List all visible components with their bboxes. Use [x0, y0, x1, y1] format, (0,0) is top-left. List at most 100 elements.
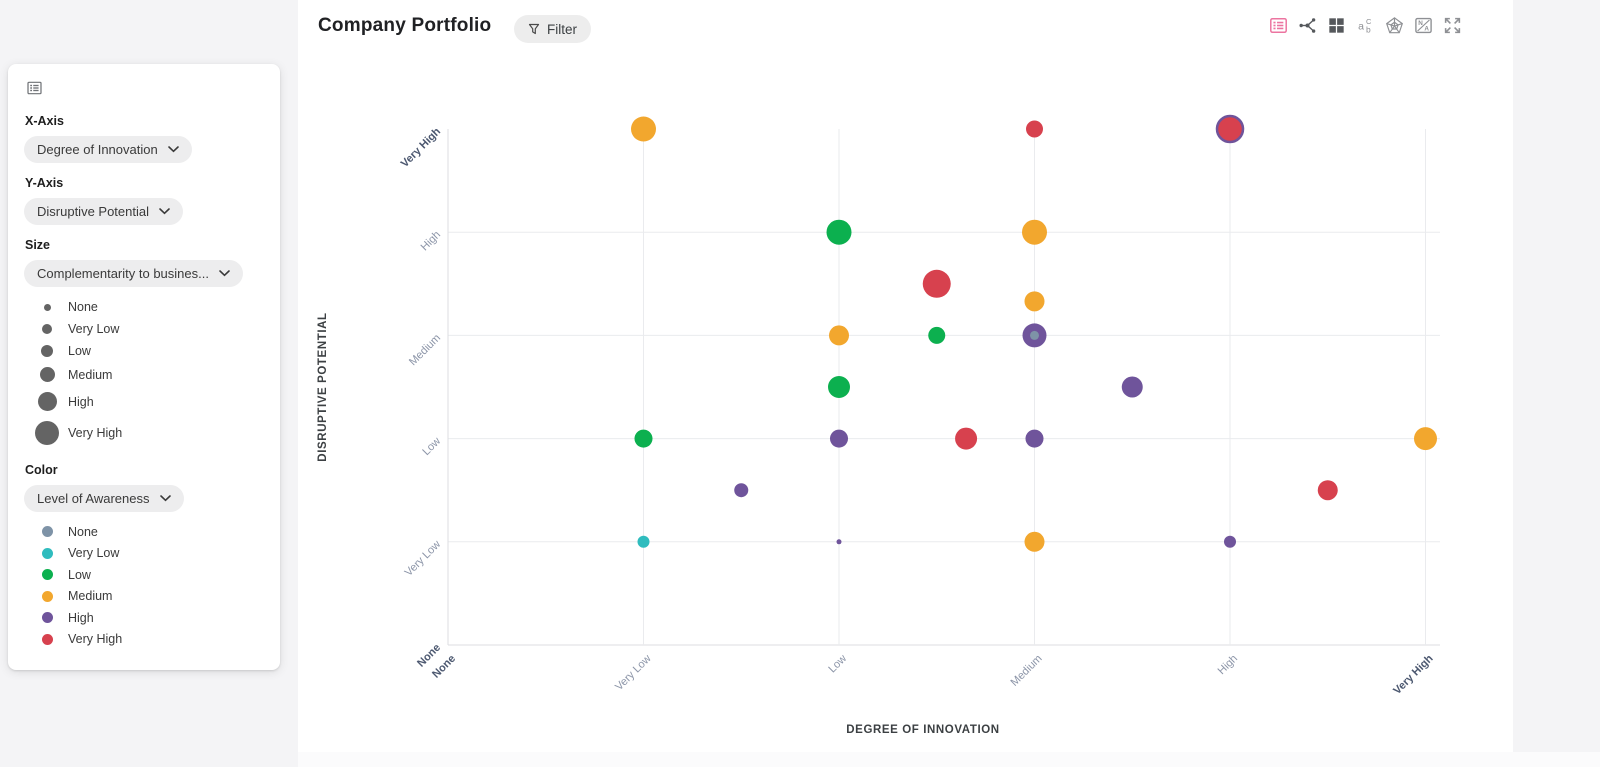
bubble-point[interactable]: [637, 535, 650, 548]
labels-toggle-icon[interactable]: a C b: [1355, 15, 1375, 35]
matrix-settings-icon: [26, 80, 264, 101]
size-legend-item: High: [34, 387, 264, 416]
color-section-label: Color: [25, 463, 58, 477]
y-axis-title: DISRUPTIVE POTENTIAL: [317, 312, 329, 461]
bubble-point[interactable]: [1024, 291, 1045, 312]
size-legend-label: Very Low: [68, 322, 120, 336]
bubble-point[interactable]: [1030, 330, 1039, 340]
x-tick-label: Very High: [1391, 652, 1436, 697]
color-dot: [41, 526, 53, 538]
color-legend-item: None: [34, 521, 264, 543]
color-legend-item: Low: [34, 564, 264, 586]
bubble-point[interactable]: [928, 326, 946, 344]
size-legend-item: Very Low: [34, 318, 264, 340]
y-axis-select-value: Disruptive Potential: [37, 204, 149, 219]
color-legend-item: Very High: [34, 629, 264, 651]
bubble-point[interactable]: [734, 483, 749, 498]
svg-text:b: b: [1366, 24, 1371, 34]
y-tick-label: Very High: [399, 125, 444, 170]
size-legend-label: Very High: [68, 426, 123, 440]
bubble-point[interactable]: [1022, 219, 1047, 245]
relation-network-view-icon[interactable]: [1297, 15, 1317, 35]
bubble-point[interactable]: [830, 429, 848, 448]
x-tick-label: Medium: [1008, 653, 1044, 689]
size-select-value: Complementarity to busines...: [37, 266, 209, 281]
y-tick-label: High: [419, 229, 443, 253]
color-select-value: Level of Awareness: [37, 491, 150, 506]
size-legend-item: None: [34, 296, 264, 318]
y-tick-label: Medium: [407, 332, 443, 368]
color-legend-label: Low: [68, 567, 91, 582]
funnel-icon: [528, 23, 540, 35]
color-dot: [41, 590, 53, 602]
x-axis-section-label: X-Axis: [25, 114, 64, 128]
chevron-down-icon: [159, 495, 171, 502]
color-legend-item: Medium: [34, 586, 264, 608]
size-select[interactable]: Complementarity to busines...: [24, 260, 243, 287]
filter-button-label: Filter: [547, 21, 577, 37]
bubble-point[interactable]: [955, 427, 978, 450]
bubble-point[interactable]: [922, 269, 951, 298]
size-legend-label: Medium: [68, 367, 113, 382]
size-dot: [43, 303, 51, 311]
x-axis-select-value: Degree of Innovation: [37, 142, 158, 157]
bubble-point[interactable]: [1317, 480, 1338, 501]
x-axis-select[interactable]: Degree of Innovation: [24, 136, 192, 163]
color-select[interactable]: Level of Awareness: [24, 485, 184, 512]
color-dot: [41, 612, 53, 624]
svg-text:a: a: [1358, 20, 1364, 32]
svg-text:A: A: [1424, 25, 1429, 32]
size-dot: [42, 324, 52, 334]
size-legend-label: High: [68, 394, 94, 409]
y-axis-select[interactable]: Disruptive Potential: [24, 198, 183, 225]
bubble-point[interactable]: [828, 376, 850, 398]
bubble-point[interactable]: [836, 539, 842, 545]
chart-config-panel: X-Axis Degree of Innovation Y-Axis Disru…: [8, 64, 280, 670]
grid-view-icon[interactable]: [1326, 15, 1346, 35]
page-title: Company Portfolio: [318, 15, 492, 36]
size-legend: None Very Low Low Medium High Very High: [24, 296, 264, 450]
x-tick-label: Low: [826, 653, 849, 676]
size-legend-item: Medium: [34, 362, 264, 387]
bubble-point[interactable]: [1215, 114, 1245, 144]
size-legend-label: Low: [68, 344, 91, 358]
bottom-strip: [298, 752, 1600, 767]
matrix-list-view-icon[interactable]: [1268, 15, 1288, 35]
bubble-point[interactable]: [1026, 120, 1043, 138]
bubble-point[interactable]: [1121, 376, 1143, 398]
fullscreen-icon[interactable]: [1442, 15, 1462, 35]
bubble-point[interactable]: [829, 325, 849, 346]
view-toolbar: a C b N A: [1268, 15, 1462, 35]
color-dot: [41, 633, 53, 645]
chart-workspace: None None Very Low Very Low Low Low Medium Medi…: [298, 0, 1513, 752]
size-dot: [35, 421, 59, 445]
bubble-point[interactable]: [826, 219, 852, 245]
size-dot: [41, 345, 53, 357]
size-legend-item: Very High: [34, 416, 264, 450]
color-legend-item: Very Low: [34, 543, 264, 565]
bubble-point[interactable]: [1024, 531, 1045, 552]
bubble-point[interactable]: [1224, 535, 1236, 548]
show-na-toggle-icon[interactable]: N A: [1413, 15, 1433, 35]
x-tick-label: Very Low: [613, 653, 654, 694]
gridlines: [447, 129, 1440, 646]
svg-text:C: C: [1366, 16, 1372, 25]
bubble-point[interactable]: [634, 429, 653, 448]
color-dot: [41, 569, 53, 581]
filter-button[interactable]: Filter: [514, 15, 591, 43]
size-legend-item: Low: [34, 340, 264, 362]
size-dot: [39, 367, 55, 382]
bubble-point[interactable]: [1025, 429, 1044, 448]
color-legend-label: Medium: [68, 589, 113, 604]
bubble-point[interactable]: [1414, 427, 1437, 451]
color-legend: None Very Low Low Medium High Very High: [24, 521, 264, 650]
bubble-point[interactable]: [631, 116, 656, 142]
x-axis-title: DEGREE OF INNOVATION: [846, 724, 999, 736]
color-legend-label: High: [68, 610, 94, 625]
y-axis-section-label: Y-Axis: [25, 176, 64, 190]
radar-view-icon[interactable]: [1384, 15, 1404, 35]
y-tick-label: Low: [420, 435, 443, 458]
chevron-down-icon: [219, 270, 230, 277]
